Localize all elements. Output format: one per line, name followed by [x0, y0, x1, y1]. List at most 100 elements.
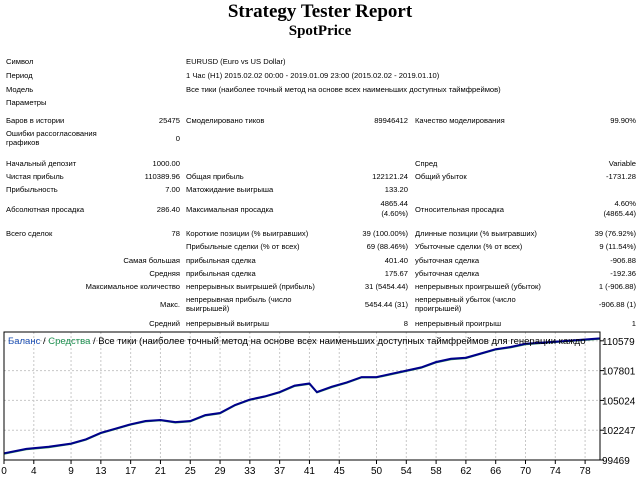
x-tick-label: 58: [431, 466, 443, 477]
max-cons-losses-value: 1 (-906.88): [598, 282, 636, 291]
profit-trades-label: Прибыльные сделки (% от всех): [186, 242, 300, 251]
x-tick-label: 45: [334, 466, 346, 477]
x-tick-label: 37: [274, 466, 286, 477]
chart-x-axis: 0 4 9 13 17 21 25 29 33 37 41 45 50 54 58 62 66 70 74 78: [1, 460, 591, 477]
x-tick-label: 54: [401, 466, 413, 477]
report-subtitle: SpotPrice: [288, 23, 352, 39]
x-tick-label: 41: [304, 466, 316, 477]
max-cons-profit-value: 5454.44 (31): [364, 300, 408, 309]
bars-value: 25475: [158, 116, 180, 125]
x-tick-label: 66: [490, 466, 502, 477]
largest-label: Самая большая: [123, 256, 180, 265]
period-value: 1 Час (H1) 2015.02.02 00:00 - 2019.01.09…: [186, 71, 440, 80]
quality-value: 99.90%: [610, 116, 636, 125]
y-tick-label: 102247: [602, 426, 636, 437]
errors-label: Ошибки рассогласования графиков: [6, 129, 97, 147]
y-tick-label: 107801: [602, 367, 636, 378]
symbol-value: EURUSD (Euro vs US Dollar): [186, 57, 286, 66]
total-trades-label: Всего сделок: [6, 229, 53, 238]
expected-payoff-value: 133.20: [384, 185, 408, 194]
rel-drawdown-value: (4865.44): [603, 209, 636, 218]
params-label: Параметры: [6, 98, 47, 107]
average-profit-label: прибыльная сделка: [186, 269, 256, 278]
legend-balance[interactable]: Баланс: [8, 336, 41, 347]
legend-model: / Все тики (наиболее точный метод на осн…: [90, 336, 585, 347]
profit-factor-label: Прибыльность: [6, 185, 58, 194]
abs-drawdown-value: 286.40: [156, 205, 180, 214]
model-value: Все тики (наиболее точный метод на основ…: [186, 85, 501, 94]
max-count-label: Максимальное количество: [85, 282, 180, 291]
avg-cons-wins-label: непрерывный выигрыш: [186, 319, 269, 328]
x-tick-label: 50: [371, 466, 383, 477]
legend-sep: /: [40, 336, 48, 347]
y-tick-label: 105024: [602, 396, 636, 407]
max-drawdown-label: Максимальная просадка: [186, 205, 274, 214]
chart-legend: Баланс / Средства / Все тики (наиболее т…: [8, 336, 586, 347]
y-tick-label: 110579: [602, 337, 635, 348]
spread-value: Variable: [608, 159, 636, 168]
profit-trades-value: 69 (88.46%): [366, 242, 408, 251]
gross-loss-label: Общий убыток: [415, 172, 467, 181]
x-tick-label: 70: [520, 466, 532, 477]
chart-series: [3, 337, 601, 455]
average-profit-value: 175.67: [384, 269, 408, 278]
profit-factor-value: 7.00: [165, 185, 180, 194]
legend-equity[interactable]: Средства: [48, 336, 91, 347]
x-tick-label: 29: [214, 466, 226, 477]
y-tick-label: 99469: [602, 456, 630, 467]
x-tick-label: 13: [95, 466, 107, 477]
avg-cons-losses-label: непрерывный проигрыш: [415, 319, 502, 328]
max-cons-loss-value: -906.88 (1): [598, 300, 636, 309]
average-loss-value: -192.36: [610, 269, 636, 278]
loss-trades-label: Убыточные сделки (% от всех): [415, 242, 523, 251]
x-tick-label: 74: [550, 466, 562, 477]
largest-profit-value: 401.40: [384, 256, 408, 265]
model-label: Модель: [6, 85, 34, 94]
max-sum-label: Макс.: [160, 300, 180, 309]
max-drawdown-value: 4865.44: [380, 199, 408, 208]
largest-loss-value: -906.88: [610, 256, 636, 265]
deposit-value: 1000.00: [152, 159, 180, 168]
average-loss-label: убыточная сделка: [415, 269, 480, 278]
gross-profit-value: 122121.24: [372, 172, 408, 181]
max-cons-losses-label: непрерывных проигрышей (убыток): [415, 282, 541, 291]
symbol-label: Символ: [6, 57, 34, 66]
gross-loss-value: -1731.28: [606, 172, 636, 181]
net-profit-value: 110389.96: [144, 172, 180, 181]
gross-profit-label: Общая прибыль: [186, 172, 244, 181]
average-label: Средняя: [149, 269, 180, 278]
long-positions-label: Длинные позиции (% выигравших): [415, 229, 537, 238]
chart-plot-border: [3, 331, 601, 461]
rel-drawdown-label: Относительная просадка: [415, 205, 504, 214]
avg-cons-wins-value: 8: [403, 319, 408, 328]
loss-trades-value: 9 (11.54%): [599, 242, 636, 251]
x-tick-label: 4: [31, 466, 37, 477]
balance-chart: 99469 102247 105024 107801 110579 0 4 9 13 17 21 2…: [0, 330, 640, 480]
short-positions-label: Короткие позиции (% выигравших): [186, 229, 309, 238]
abs-drawdown-label: Абсолютная просадка: [6, 205, 85, 214]
expected-payoff-label: Матожидание выигрыша: [186, 185, 274, 194]
x-tick-label: 21: [155, 466, 167, 477]
balance-line: [3, 337, 601, 455]
largest-loss-label: убыточная сделка: [415, 256, 480, 265]
x-tick-label: 25: [185, 466, 197, 477]
avg-cons-label: Средний: [149, 319, 180, 328]
x-tick-label: 62: [460, 466, 472, 477]
bars-label: Баров в истории: [6, 116, 65, 125]
largest-profit-label: прибыльная сделка: [186, 256, 256, 265]
long-positions-value: 39 (76.92%): [594, 229, 636, 238]
period-label: Период: [6, 71, 33, 80]
quality-label: Качество моделирования: [415, 116, 505, 125]
chart-y-axis: 99469 102247 105024 107801 110579: [600, 337, 636, 467]
ticks-value: 89946412: [374, 116, 408, 125]
max-cons-wins-label: непрерывных выигрышей (прибыль): [186, 282, 315, 291]
report-title: Strategy Tester Report: [227, 1, 413, 22]
rel-drawdown-percent: 4.60%: [614, 199, 636, 208]
ticks-label: Смоделировано тиков: [186, 116, 265, 125]
chart-background: [0, 330, 640, 480]
x-tick-label: 78: [580, 466, 592, 477]
deposit-label: Начальный депозит: [6, 159, 77, 168]
max-drawdown-percent: (4.60%): [381, 209, 408, 218]
max-cons-wins-value: 31 (5454.44): [364, 282, 408, 291]
total-trades-value: 78: [171, 229, 180, 238]
